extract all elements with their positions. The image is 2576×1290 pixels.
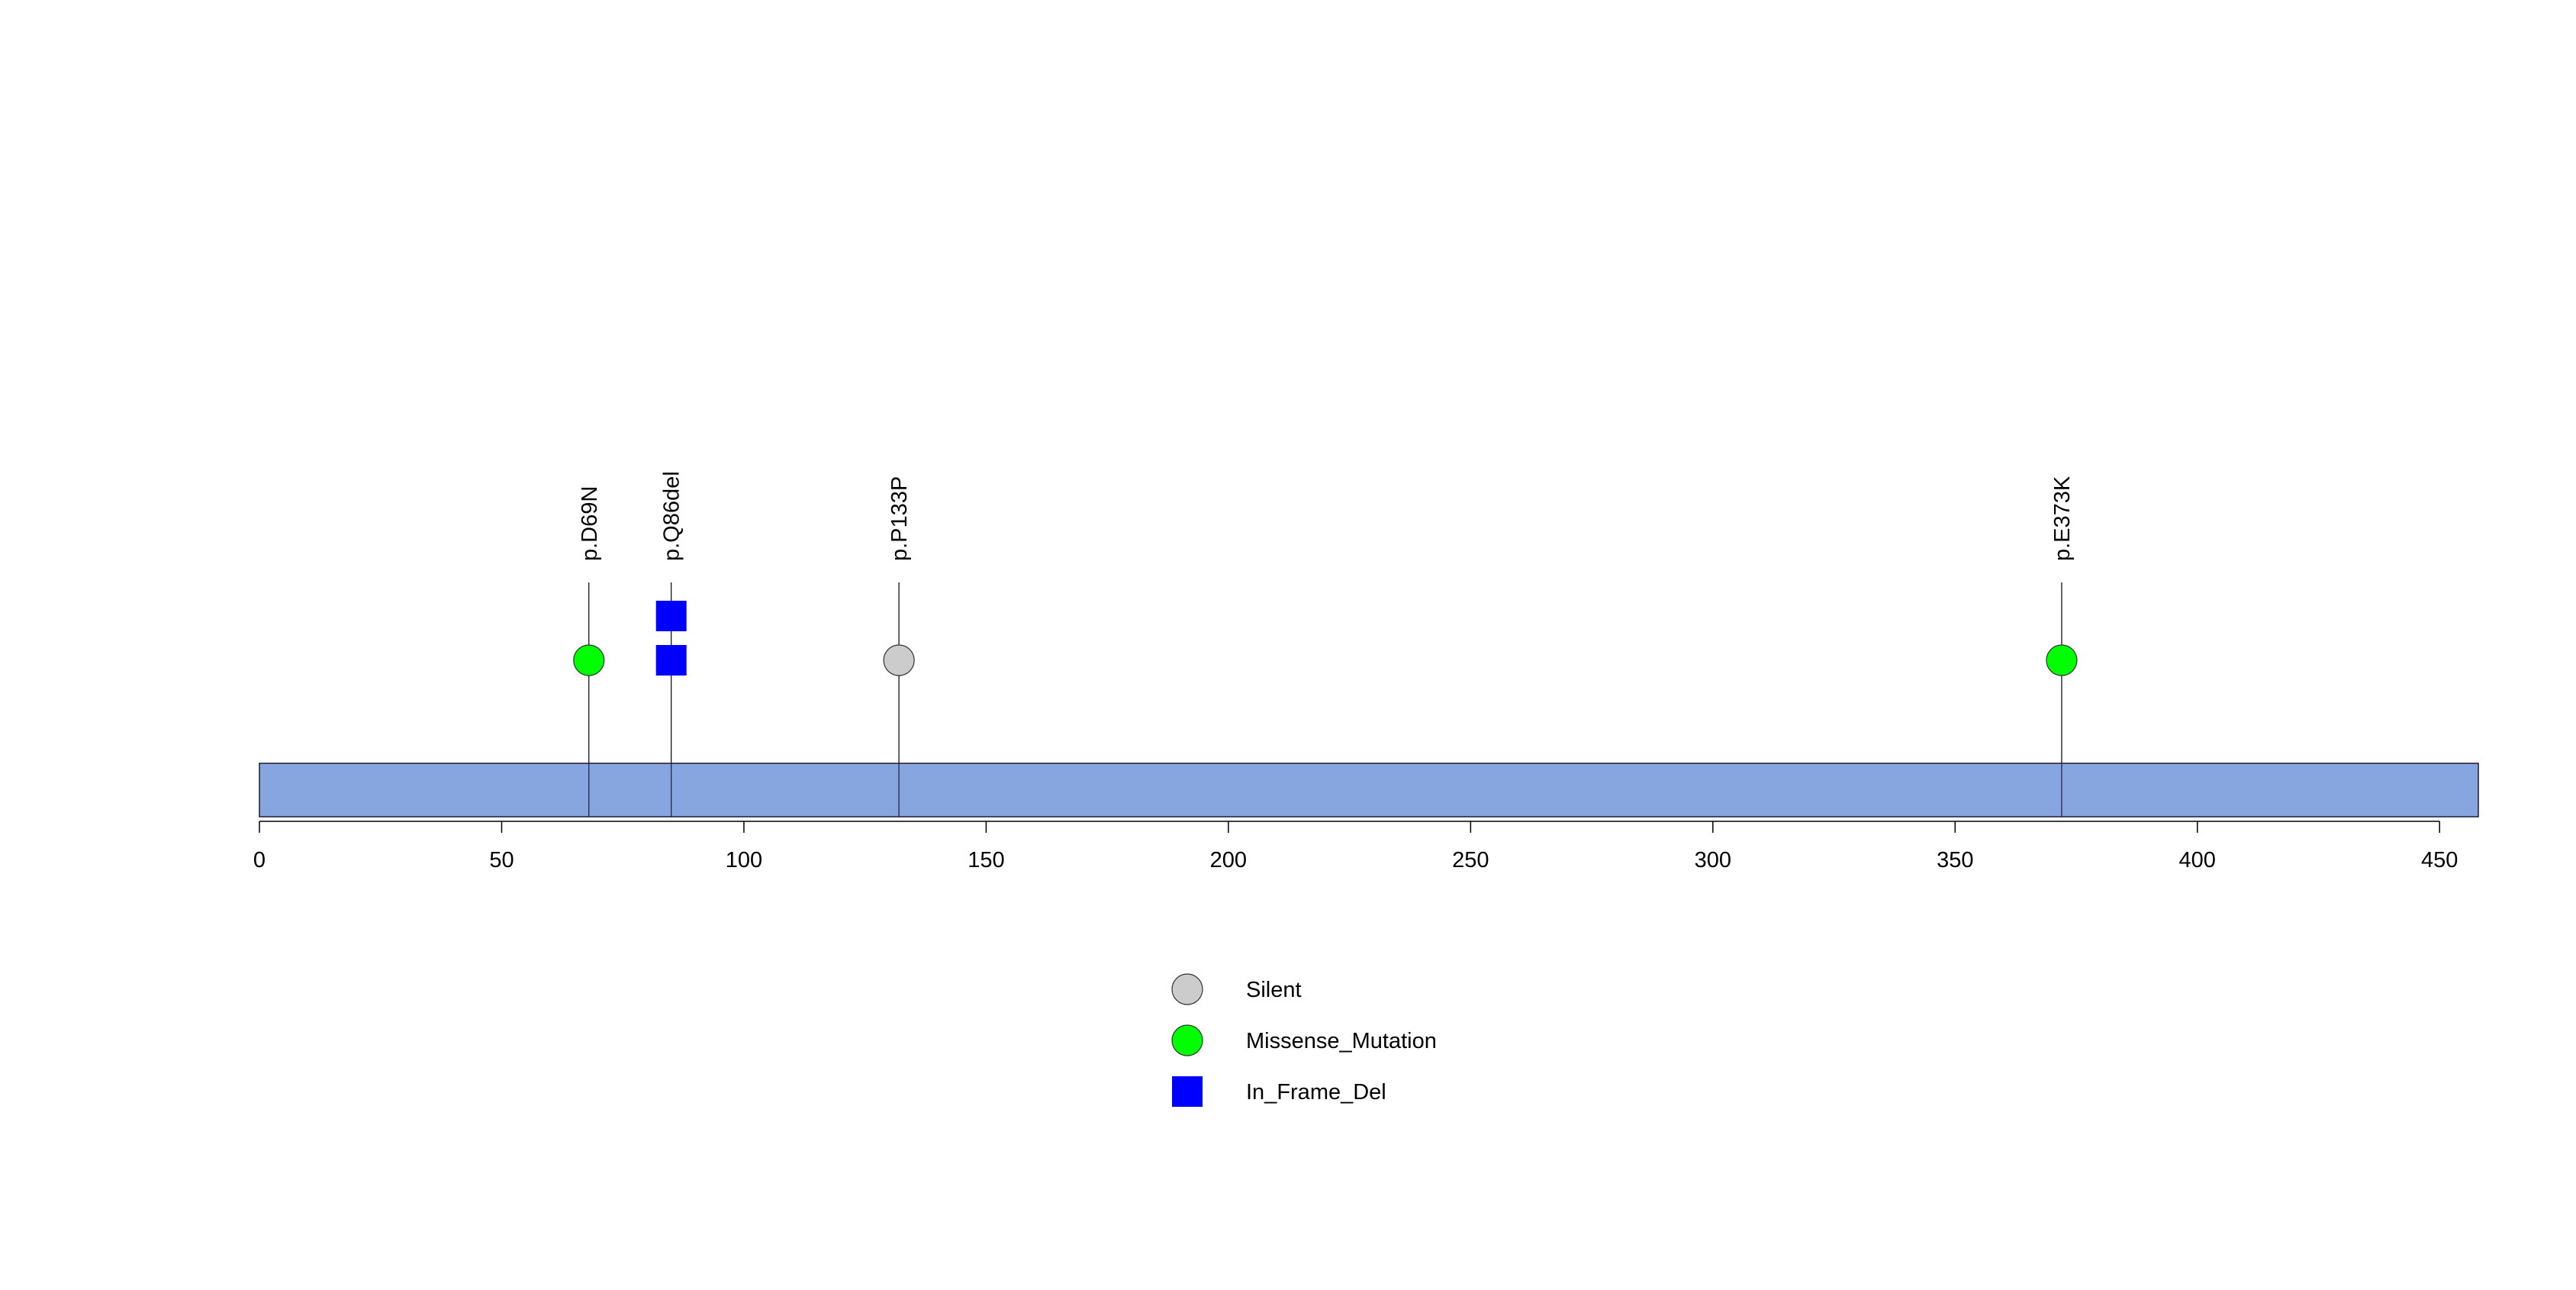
legend-label-in-frame-del: In_Frame_Del [1246, 1080, 1386, 1105]
x-axis: 0 50 100 150 200 250 300 350 400 450 [253, 821, 2458, 872]
mutation-label-p-d69n: p.D69N [578, 486, 602, 561]
mutation-stems [588, 582, 2062, 763]
mutation-markers [573, 601, 2078, 676]
marker-p-p133p-1 [883, 644, 915, 676]
protein-bar [259, 763, 2479, 818]
x-tick-label-400: 400 [2179, 848, 2216, 872]
marker-p-q86del-2 [655, 601, 687, 631]
x-tick-label-450: 450 [2421, 848, 2458, 872]
legend-label-silent: Silent [1246, 978, 1302, 1002]
mutation-labels: p.D69N p.Q86del p.P133P p.E373K [578, 471, 2075, 561]
mutation-label-p-e373k: p.E373K [2050, 476, 2075, 561]
marker-p-e373k-1 [2046, 644, 2078, 676]
legend-marker-silent [1171, 973, 1203, 1005]
legend-marker-in-frame-del [1172, 1076, 1203, 1107]
protein-bar-mutation-lines [588, 763, 2062, 817]
x-tick-label-0: 0 [253, 848, 266, 872]
x-tick-label-300: 300 [1695, 848, 1731, 872]
mutation-label-p-p133p: p.P133P [887, 476, 912, 561]
legend: Silent Missense_Mutation In_Frame_Del [1171, 973, 1437, 1107]
marker-p-d69n-1 [573, 644, 605, 676]
x-tick-label-200: 200 [1210, 848, 1247, 872]
marker-p-q86del-1 [655, 645, 687, 676]
x-tick-label-100: 100 [726, 848, 762, 872]
legend-label-missense-mutation: Missense_Mutation [1246, 1029, 1437, 1053]
mutation-label-p-q86del: p.Q86del [660, 471, 684, 561]
legend-marker-missense-mutation [1171, 1024, 1203, 1056]
x-tick-label-150: 150 [968, 848, 1004, 872]
x-tick-label-50: 50 [489, 848, 514, 872]
x-tick-label-250: 250 [1452, 848, 1489, 872]
x-tick-label-350: 350 [1937, 848, 1973, 872]
